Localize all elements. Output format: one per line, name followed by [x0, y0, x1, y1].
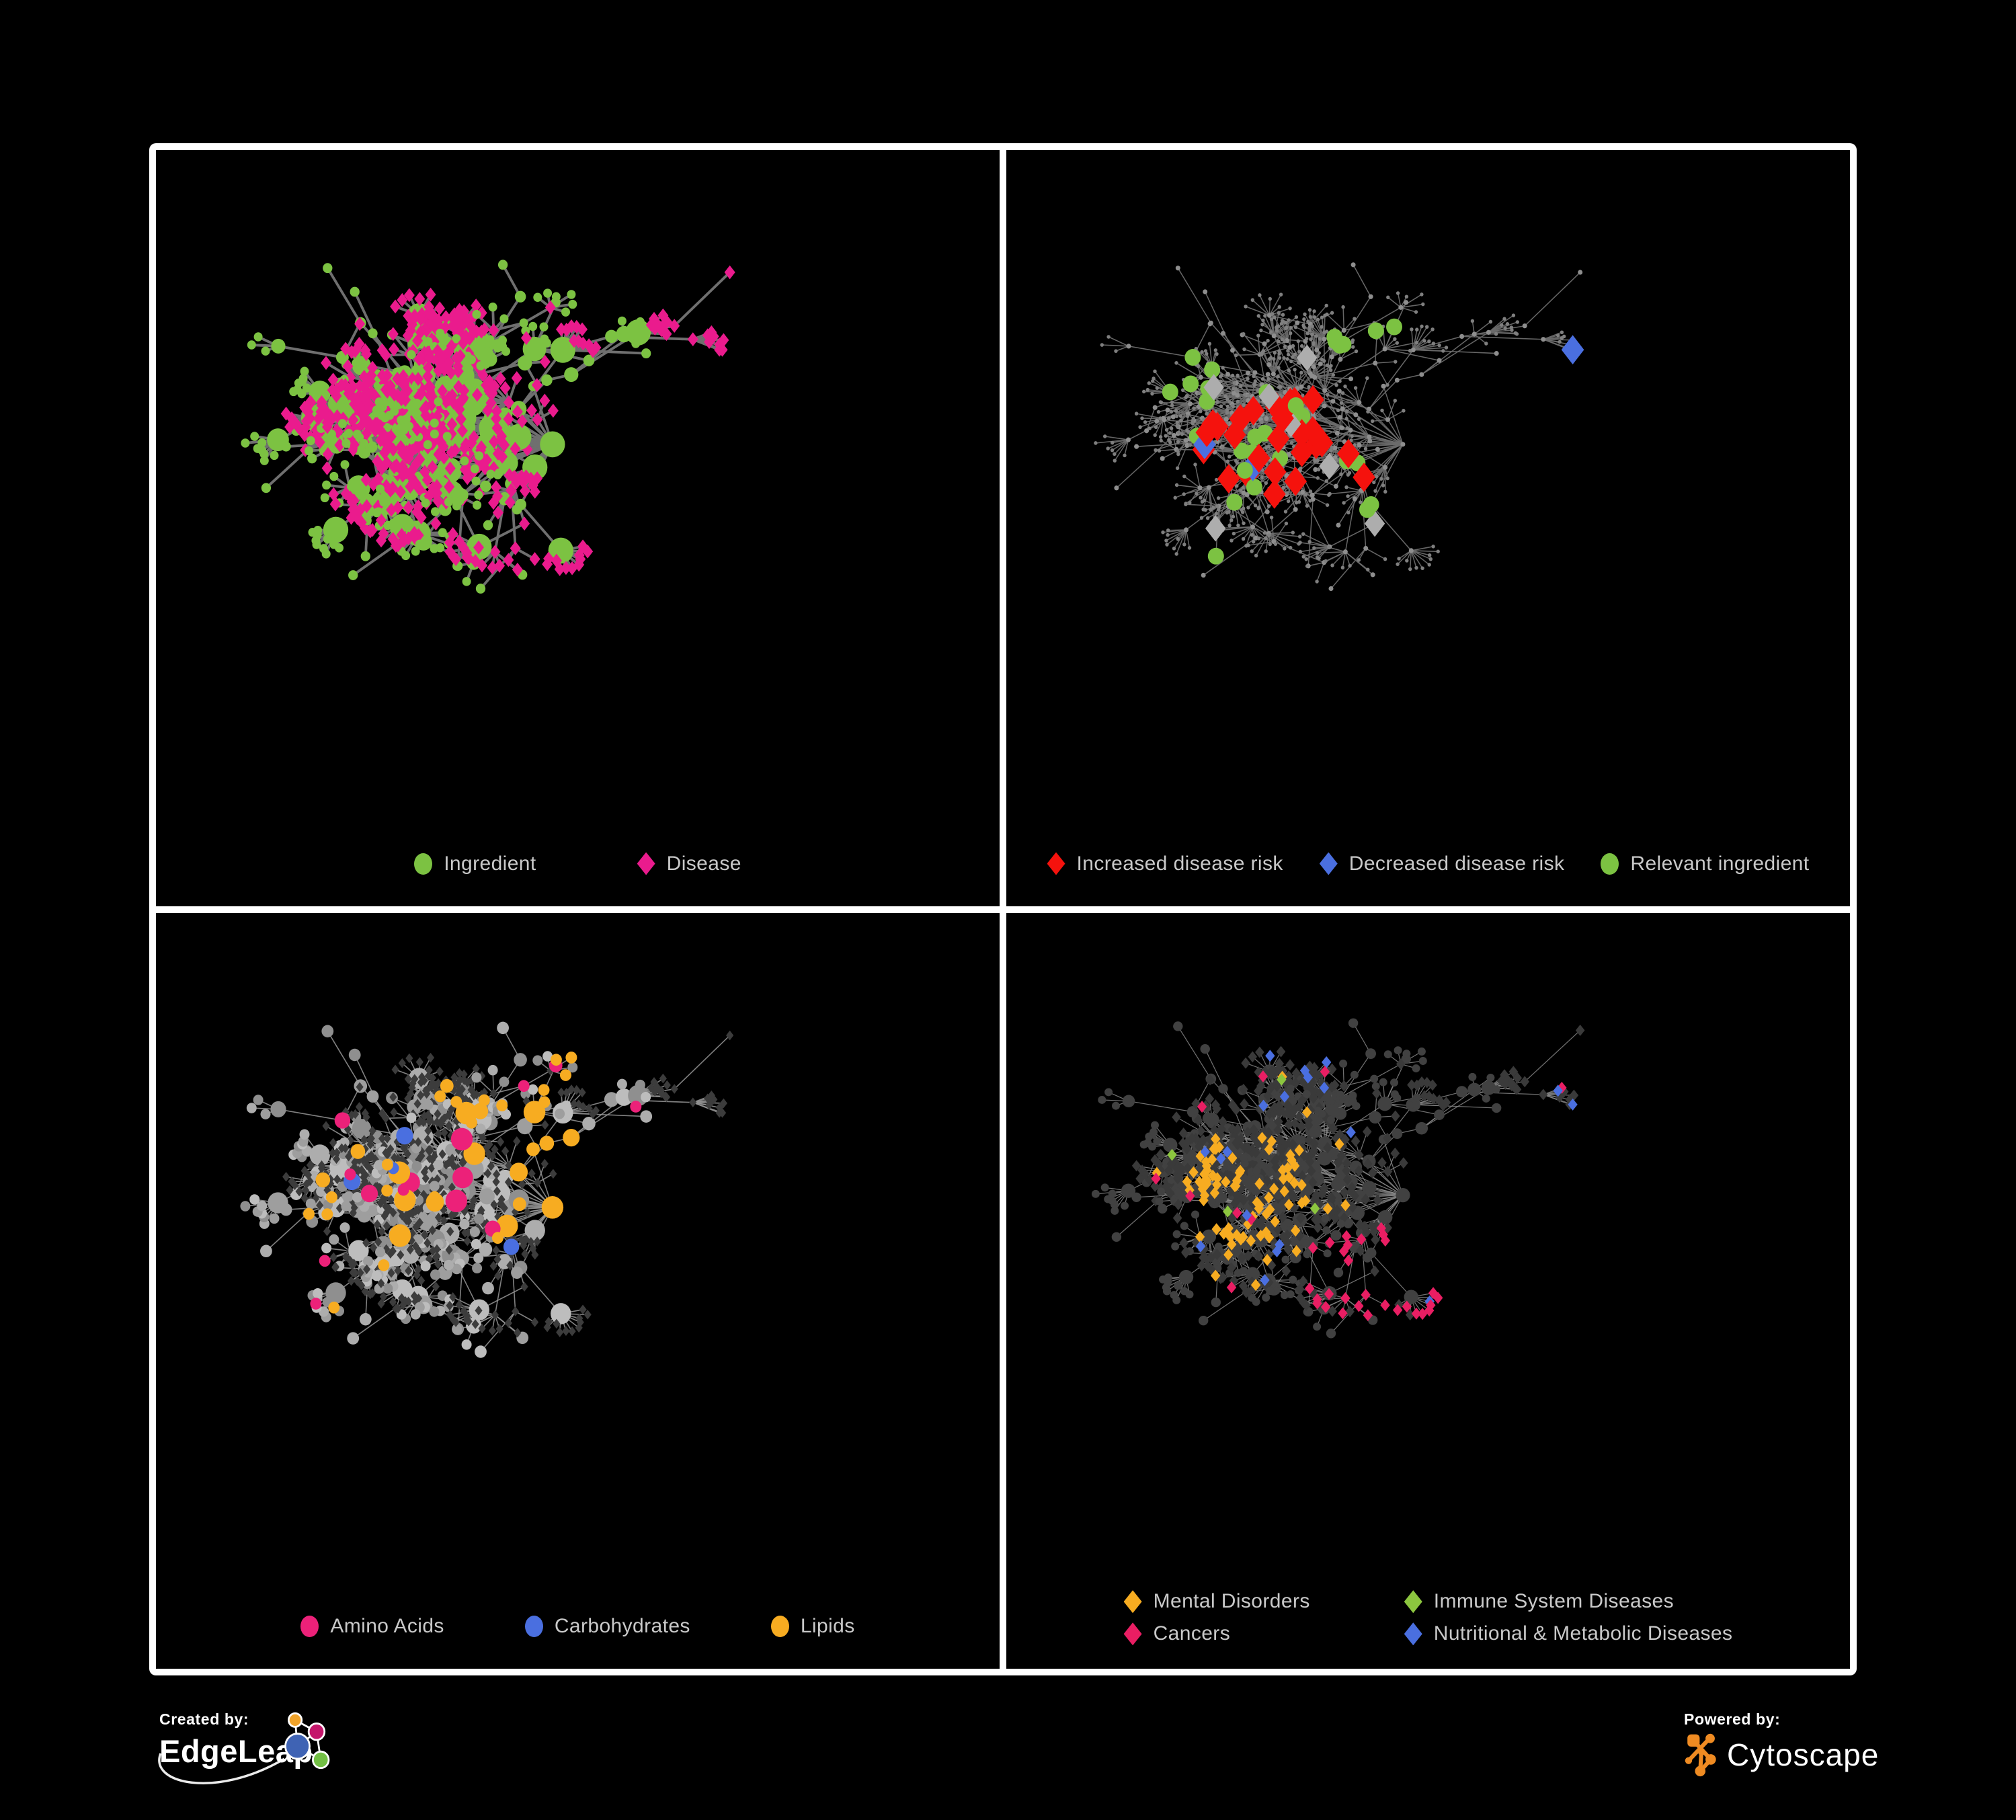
- increased-risk-marker-icon: [1047, 852, 1065, 875]
- legend-label: Immune System Diseases: [1433, 1590, 1674, 1613]
- cytoscape-wordmark: Cytoscape: [1727, 1737, 1880, 1772]
- disease-marker-icon: [637, 852, 655, 875]
- legend-label: Amino Acids: [330, 1615, 444, 1637]
- legend-disease-risk: Increased disease risk Decreased disease…: [1006, 851, 1850, 877]
- legend-item: Amino Acids: [300, 1615, 444, 1638]
- legend-item: Decreased disease risk: [1319, 852, 1565, 875]
- legend-label: Carbohydrates: [554, 1615, 690, 1637]
- legend-item: Immune System Diseases: [1404, 1590, 1733, 1614]
- lipids-marker-icon: [770, 1616, 789, 1637]
- immune-system-diseases-marker-icon: [1404, 1590, 1422, 1614]
- cancers-marker-icon: [1123, 1622, 1142, 1646]
- ingredient-marker-icon: [414, 853, 433, 875]
- ingredient-disease-network: [241, 260, 735, 594]
- legend-item: Lipids: [770, 1615, 855, 1638]
- legend-item: Ingredient: [414, 853, 536, 875]
- nutrient-class-network: [240, 1021, 734, 1358]
- cytoscape-branding: Powered by: Cytoscape: [1684, 1710, 1966, 1811]
- legend-label: Decreased disease risk: [1348, 852, 1565, 875]
- nutritional-metabolic-diseases-marker-icon: [1404, 1622, 1422, 1646]
- carbohydrates-marker-icon: [524, 1616, 543, 1637]
- legend-label: Ingredient: [444, 852, 536, 875]
- legend-item: Disease: [637, 852, 741, 875]
- panel-disease-classes: Mental Disorders Immune System Diseases …: [1006, 912, 1850, 1669]
- legend-label: Increased disease risk: [1076, 852, 1283, 875]
- legend-item: Nutritional & Metabolic Diseases: [1404, 1622, 1733, 1646]
- legend-ingredient-disease: Ingredient Disease: [156, 851, 1000, 877]
- disease-risk-network: [1094, 262, 1584, 592]
- edgeleap-branding: Created by: EdgeLeap: [158, 1710, 475, 1811]
- legend-disease-classes: Mental Disorders Immune System Diseases …: [1006, 1585, 1850, 1651]
- disease-class-network: [1091, 1018, 1585, 1338]
- panel-nutrient-classes: Amino Acids Carbohydrates Lipids: [156, 912, 1000, 1669]
- cytoscape-logo-icon: [1685, 1733, 1716, 1777]
- legend-label: Nutritional & Metabolic Diseases: [1433, 1622, 1733, 1645]
- legend-item: Mental Disorders: [1123, 1590, 1310, 1614]
- created-by-label: Created by:: [159, 1710, 249, 1728]
- decreased-risk-marker-icon: [1319, 852, 1338, 875]
- legend-label: Relevant ingredient: [1630, 852, 1810, 875]
- panel-ingredient-disease: Ingredient Disease: [156, 150, 1000, 906]
- legend-item: Relevant ingredient: [1601, 853, 1809, 875]
- legend-label: Cancers: [1153, 1622, 1231, 1645]
- legend-item: Increased disease risk: [1047, 852, 1283, 875]
- edgeleap-logo-icon: [284, 1712, 330, 1770]
- relevant-ingredient-marker-icon: [1601, 853, 1619, 875]
- legend-nutrient-classes: Amino Acids Carbohydrates Lipids: [156, 1614, 1000, 1639]
- legend-label: Lipids: [800, 1615, 855, 1637]
- legend-item: Cancers: [1123, 1622, 1310, 1646]
- legend-label: Disease: [666, 852, 741, 875]
- amino-acids-marker-icon: [300, 1616, 319, 1637]
- edgeleap-swoosh-icon: [158, 1753, 285, 1784]
- mental-disorders-marker-icon: [1123, 1590, 1142, 1614]
- legend-item: Carbohydrates: [524, 1615, 690, 1638]
- panel-disease-risk: Increased disease risk Decreased disease…: [1006, 150, 1850, 906]
- legend-label: Mental Disorders: [1153, 1590, 1310, 1613]
- panel-grid: Ingredient Disease Increased disease ris…: [149, 143, 1857, 1675]
- powered-by-label: Powered by:: [1684, 1710, 1781, 1728]
